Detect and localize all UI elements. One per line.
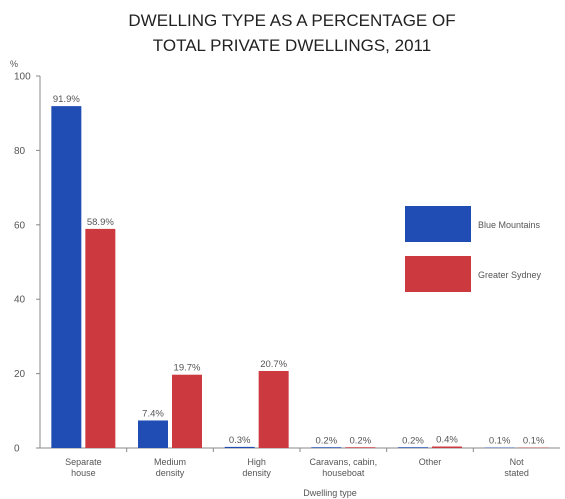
data-label: 0.1% bbox=[489, 436, 511, 447]
x-categories: SeparatehouseMediumdensityHighdensityCar… bbox=[65, 448, 529, 478]
x-category-label: Medium bbox=[154, 457, 186, 467]
y-tick-label: 60 bbox=[14, 220, 26, 231]
x-category-label: density bbox=[242, 468, 271, 478]
bar-greater-sydney bbox=[85, 229, 115, 448]
data-label: 91.9% bbox=[53, 94, 80, 105]
legend-swatch bbox=[405, 206, 471, 242]
bars bbox=[51, 106, 548, 448]
data-label: 0.4% bbox=[436, 435, 458, 446]
axes bbox=[40, 76, 560, 448]
y-axis-label: % bbox=[10, 59, 18, 69]
x-category-label: house bbox=[71, 468, 96, 478]
bar-blue-mountains bbox=[398, 447, 428, 448]
x-axis-label: Dwelling type bbox=[303, 488, 357, 498]
data-label: 20.7% bbox=[260, 359, 287, 370]
data-labels: 91.9% 58.9% 7.4% 19.7% 0.3% 20.7% 0.2% 0.2% 0.2%… bbox=[53, 94, 545, 446]
y-tick-label: 100 bbox=[14, 72, 31, 83]
y-tick-label: 0 bbox=[14, 444, 20, 455]
y-ticks: 0 20 40 60 80 100 bbox=[14, 72, 40, 455]
x-category-label: Not bbox=[510, 457, 525, 467]
bar-greater-sydney bbox=[345, 447, 375, 448]
y-tick-label: 20 bbox=[14, 369, 26, 380]
y-tick-label: 80 bbox=[14, 146, 26, 157]
x-category-label: High bbox=[247, 457, 266, 467]
data-label: 7.4% bbox=[142, 408, 164, 419]
data-label: 0.2% bbox=[316, 435, 338, 446]
bar-blue-mountains bbox=[51, 106, 81, 448]
bar-blue-mountains bbox=[225, 447, 255, 448]
data-label: 58.9% bbox=[87, 217, 114, 228]
x-category-label: Other bbox=[419, 457, 442, 467]
x-category-label: houseboat bbox=[322, 468, 365, 478]
bar-greater-sydney bbox=[172, 375, 202, 448]
bar-blue-mountains bbox=[138, 420, 168, 448]
chart-title-line-2: TOTAL PRIVATE DWELLINGS, 2011 bbox=[153, 36, 431, 55]
x-category-label: density bbox=[156, 468, 185, 478]
data-label: 0.2% bbox=[402, 435, 424, 446]
bar-greater-sydney bbox=[259, 371, 289, 448]
y-tick-label: 40 bbox=[14, 295, 26, 306]
bar-greater-sydney bbox=[432, 447, 462, 448]
x-category-label: Separate bbox=[65, 457, 102, 467]
legend: Blue Mountains Greater Sydney bbox=[405, 206, 542, 292]
x-category-label: Caravans, cabin, bbox=[310, 457, 378, 467]
data-label: 0.1% bbox=[523, 436, 545, 447]
legend-label: Greater Sydney bbox=[478, 270, 542, 280]
legend-swatch bbox=[405, 256, 471, 292]
data-label: 19.7% bbox=[174, 363, 201, 374]
data-label: 0.2% bbox=[350, 435, 372, 446]
bar-blue-mountains bbox=[311, 447, 341, 448]
data-label: 0.3% bbox=[229, 435, 251, 446]
legend-label: Blue Mountains bbox=[478, 220, 541, 230]
x-category-label: stated bbox=[504, 468, 529, 478]
chart-title-line-1: DWELLING TYPE AS A PERCENTAGE OF bbox=[128, 11, 455, 30]
